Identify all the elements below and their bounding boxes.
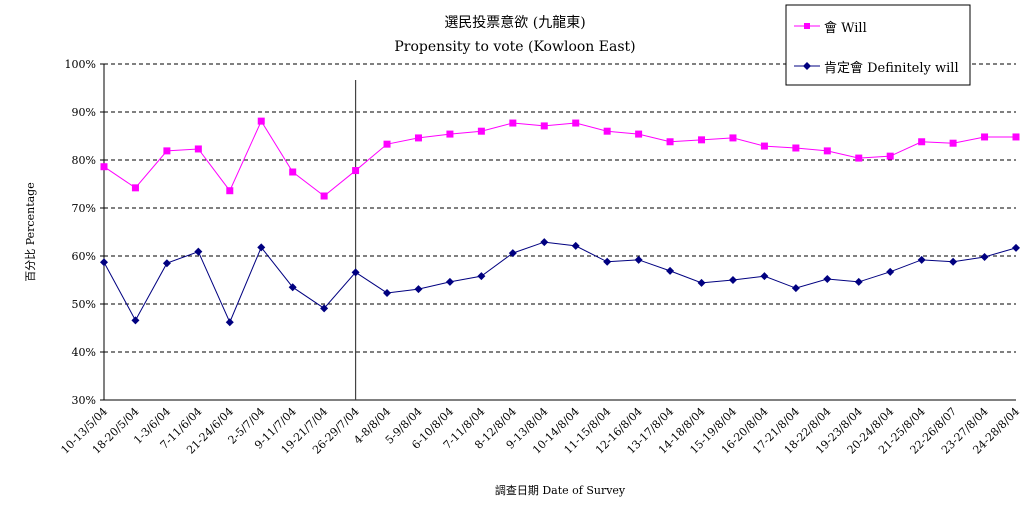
x-axis-label: 調查日期 Date of Survey (495, 483, 626, 497)
y-tick-label: 50% (72, 298, 96, 311)
data-point-definitely-will (162, 259, 171, 268)
data-point-will (603, 127, 611, 135)
y-tick-label: 40% (72, 346, 96, 359)
chart-subtitle: Propensity to vote (Kowloon East) (394, 39, 635, 55)
data-point-definitely-will (445, 277, 454, 286)
legend: 會 Will 肯定會 Definitely will (785, 4, 971, 86)
data-point-definitely-will (571, 241, 580, 250)
y-tick-label: 90% (72, 106, 96, 119)
data-point-definitely-will (917, 255, 926, 264)
legend-definitely-label: 肯定會 Definitely will (824, 61, 959, 76)
data-point-will (635, 130, 643, 138)
y-tick-label: 30% (72, 394, 96, 407)
data-point-definitely-will (791, 284, 800, 293)
y-axis-label: 百分比 Percentage (24, 182, 37, 281)
data-point-will (477, 127, 485, 135)
data-point-definitely-will (225, 318, 234, 327)
series-group (100, 117, 1020, 327)
data-point-definitely-will (320, 304, 329, 313)
y-tick-label: 70% (72, 202, 96, 215)
data-point-will (257, 117, 265, 125)
data-point-will (572, 119, 580, 127)
data-point-will (949, 139, 957, 147)
y-tick-label: 80% (72, 154, 96, 167)
data-point-definitely-will (666, 266, 675, 275)
data-point-definitely-will (351, 268, 360, 277)
data-point-will (918, 138, 926, 146)
data-point-definitely-will (383, 288, 392, 297)
data-point-definitely-will (697, 278, 706, 287)
y-tick-label: 60% (72, 250, 96, 263)
series-line-1 (103, 241, 1017, 324)
data-point-will (131, 184, 139, 192)
data-point-definitely-will (949, 257, 958, 266)
data-point-will (163, 147, 171, 155)
x-axis-ticks: 10-13/5/0418-20/5/041-3/6/047-11/6/0421-… (58, 405, 1020, 457)
chart-title: 選民投票意欲 (九龍東) (444, 14, 585, 31)
data-point-will (792, 144, 800, 152)
data-point-will (1012, 133, 1020, 141)
data-point-will (509, 119, 517, 127)
data-point-will (414, 134, 422, 142)
data-point-definitely-will (540, 238, 549, 247)
y-tick-label: 100% (65, 58, 96, 71)
data-point-will (823, 147, 831, 155)
data-point-definitely-will (477, 272, 486, 281)
data-point-definitely-will (288, 283, 297, 292)
data-point-definitely-will (980, 252, 989, 261)
data-point-will (729, 134, 737, 142)
data-point-will (289, 168, 297, 176)
data-point-will (320, 192, 328, 200)
data-point-definitely-will (728, 276, 737, 284)
data-point-definitely-will (823, 275, 832, 284)
data-point-definitely-will (854, 277, 863, 286)
data-point-will (886, 152, 894, 160)
data-point-will (383, 140, 391, 148)
y-axis-ticks: 30% 40% 50% 60% 70% 80% 90% 100% (65, 58, 104, 407)
legend-will-label: 會 Will (824, 21, 867, 36)
data-point-definitely-will (194, 247, 203, 256)
data-point-definitely-will (100, 258, 108, 267)
data-point-will (760, 142, 768, 150)
data-point-will (100, 163, 108, 171)
data-point-definitely-will (603, 257, 612, 266)
data-point-definitely-will (886, 267, 895, 276)
series-line-0 (103, 120, 1016, 197)
data-point-will (446, 130, 454, 138)
data-point-will (540, 122, 548, 130)
data-point-definitely-will (1012, 243, 1020, 252)
data-point-will (194, 145, 202, 153)
data-point-will (698, 136, 706, 144)
data-point-definitely-will (131, 316, 140, 325)
data-point-will (855, 154, 863, 162)
data-point-definitely-will (508, 249, 517, 258)
legend-box (785, 4, 971, 86)
legend-definitely-marker (803, 62, 811, 70)
legend-will-marker (804, 23, 810, 29)
data-point-definitely-will (257, 243, 266, 252)
grid (104, 63, 1016, 353)
data-point-definitely-will (414, 285, 423, 294)
data-point-will (666, 138, 674, 146)
data-point-definitely-will (634, 255, 643, 264)
data-point-will (352, 167, 360, 175)
data-point-will (981, 133, 989, 141)
data-point-definitely-will (760, 272, 769, 281)
data-point-will (226, 187, 234, 195)
